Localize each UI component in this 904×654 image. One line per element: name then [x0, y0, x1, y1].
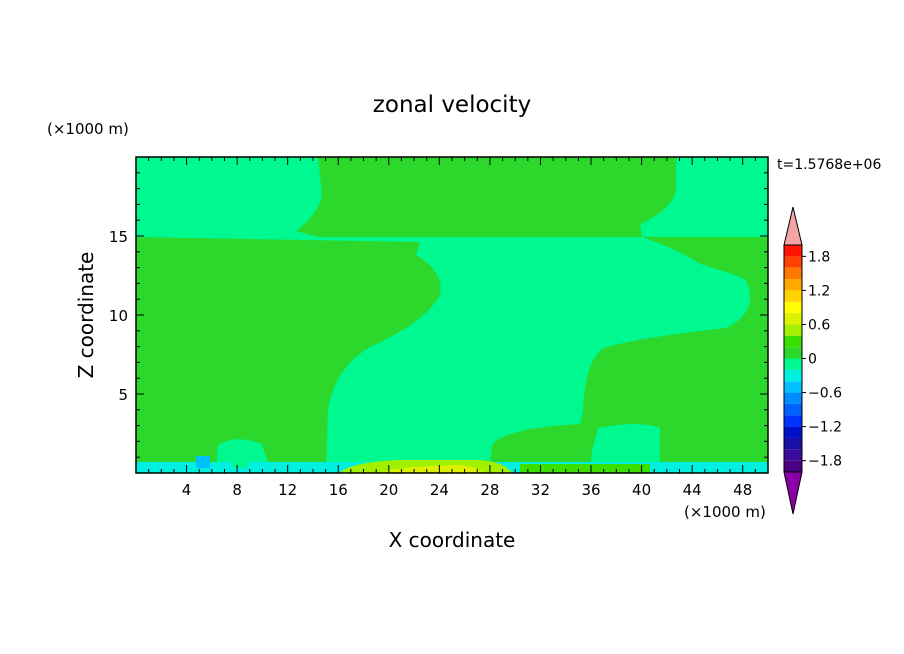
- field-positive-upper: [296, 157, 676, 237]
- plot-area: [136, 157, 768, 473]
- colorbar-segment: [784, 415, 802, 427]
- colorbar-tick-label: 1.8: [808, 249, 830, 265]
- colorbar-segment: [784, 460, 802, 472]
- field-bottom-cyan: [196, 456, 210, 468]
- field-positive-right: [490, 237, 768, 470]
- colorbar-segment: [784, 301, 802, 314]
- x-ticks: 4 8 12 16 20 24 28 32 36 40 44 48: [148, 157, 756, 499]
- time-label: t=1.5768e+06: [777, 157, 881, 173]
- colorbar-tick-label: 1.2: [808, 283, 830, 299]
- colorbar-segment: [784, 279, 802, 291]
- colorbar-segment: [784, 347, 802, 359]
- y-unit-label: (×1000 m): [47, 120, 129, 138]
- colorbar-segment: [784, 437, 802, 450]
- x-tick-label: 16: [329, 481, 348, 499]
- chart-title: zonal velocity: [373, 92, 531, 118]
- colorbar-segment: [784, 324, 802, 336]
- x-tick-label: 28: [480, 481, 499, 499]
- colorbar-tick-label: 0.6: [808, 317, 830, 333]
- x-tick-label: 48: [733, 481, 752, 499]
- colorbar-over-arrow: [783, 206, 803, 246]
- colorbar-segment: [784, 358, 802, 370]
- colorbar-segment: [784, 403, 802, 416]
- colorbar-segment: [784, 290, 802, 302]
- y-tick-label: 5: [118, 386, 128, 404]
- x-tick-label: 8: [232, 481, 242, 499]
- field-positive-left: [136, 237, 441, 470]
- colorbar-under-arrow: [783, 471, 803, 515]
- x-tick-label: 20: [379, 481, 398, 499]
- colorbar-segment: [784, 313, 802, 325]
- x-unit-label: (×1000 m): [684, 503, 766, 521]
- colorbar-segment: [784, 369, 802, 382]
- colorbar-segment: [784, 449, 802, 461]
- y-tick-label: 10: [109, 307, 128, 325]
- colorbar-tick-label: −0.6: [808, 386, 842, 402]
- colorbar-segment: [784, 335, 802, 348]
- field-bottom-cyan-2: [232, 454, 248, 468]
- y-tick-label: 15: [109, 228, 128, 246]
- field-bottom-yellow-2: [380, 465, 484, 473]
- colorbar-segment: [784, 256, 802, 268]
- colorbar-tick-label: 0: [808, 352, 817, 368]
- colorbar-segment: [784, 267, 802, 280]
- x-tick-label: 36: [581, 481, 600, 499]
- colorbar-segment: [784, 426, 802, 438]
- field-bottom-green: [520, 464, 650, 473]
- colorbar-tick-label: −1.2: [808, 420, 842, 436]
- colorbar-tick-label: −1.8: [808, 454, 842, 470]
- x-axis-label: X coordinate: [389, 528, 516, 552]
- colorbar-segment: [784, 381, 802, 393]
- x-tick-label: 32: [531, 481, 550, 499]
- x-tick-label: 12: [278, 481, 297, 499]
- x-tick-label: 44: [683, 481, 702, 499]
- y-axis-label: Z coordinate: [74, 252, 98, 379]
- x-tick-label: 40: [632, 481, 651, 499]
- x-tick-label: 24: [430, 481, 449, 499]
- y-ticks: 5 10 15: [109, 172, 768, 458]
- colorbar-segment: [784, 392, 802, 404]
- colorbar-segment: [784, 245, 802, 257]
- colorbar: −1.8 −1.2 −0.6 0 0.6 1.2 1.8: [783, 206, 842, 515]
- x-tick-label: 4: [182, 481, 192, 499]
